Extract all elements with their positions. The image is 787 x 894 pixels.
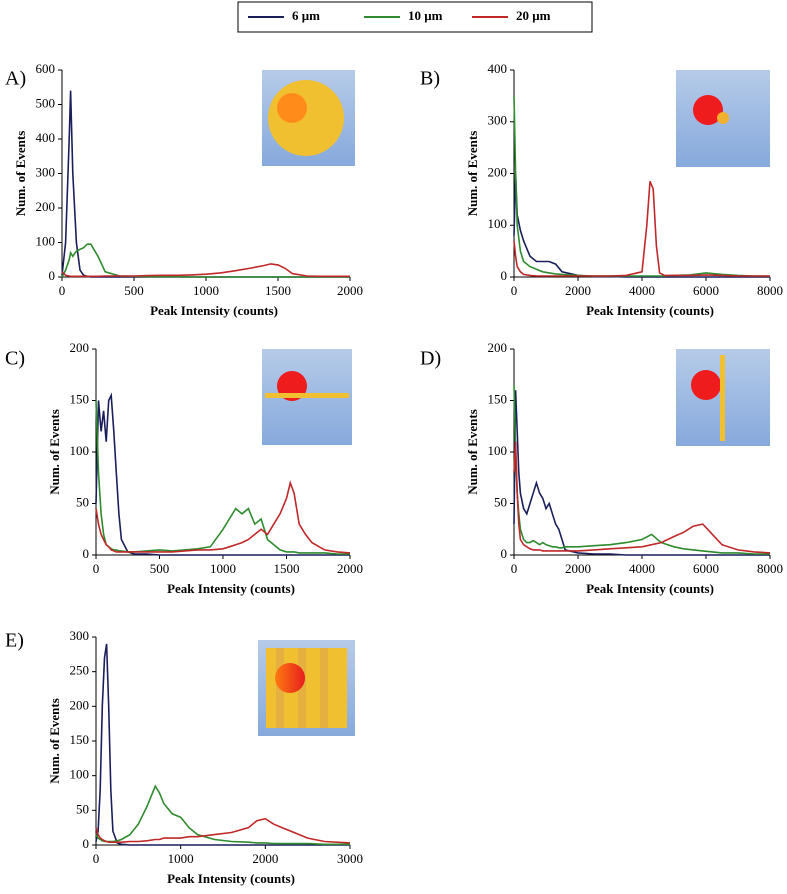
y-tick-label: 600: [36, 61, 56, 76]
y-tick-label: 300: [36, 164, 56, 179]
y-tick-label: 150: [70, 732, 90, 747]
panel-label: A): [5, 68, 26, 90]
y-tick-label: 300: [488, 113, 508, 128]
x-tick-label: 1000: [210, 561, 236, 576]
x-tick-label: 1000: [168, 851, 194, 866]
y-tick-label: 150: [488, 391, 508, 406]
y-tick-label: 400: [488, 61, 508, 76]
y-tick-label: 200: [70, 697, 90, 712]
y-tick-label: 50: [76, 494, 89, 509]
x-tick-label: 2000: [337, 283, 363, 298]
y-tick-label: 150: [70, 391, 90, 406]
x-tick-label: 8000: [757, 283, 783, 298]
series-line: [61, 243, 350, 278]
inset-c: [262, 349, 352, 445]
y-tick-label: 250: [70, 663, 90, 678]
x-tick-label: 1500: [274, 561, 300, 576]
y-tick-label: 200: [488, 164, 508, 179]
x-axis-title: Peak Intensity (counts): [167, 871, 295, 886]
series-line: [61, 263, 350, 278]
series-line: [95, 784, 350, 846]
inset-e: [258, 640, 355, 736]
y-tick-label: 300: [70, 628, 90, 643]
y-tick-label: 50: [76, 801, 89, 816]
series-line: [95, 817, 351, 844]
series-line: [513, 173, 770, 278]
inset-b: [676, 70, 770, 167]
legend-label: 20 μm: [516, 8, 551, 23]
x-tick-label: 2000: [565, 283, 591, 298]
x-tick-label: 2000: [252, 851, 278, 866]
legend-label: 10 μm: [408, 8, 443, 23]
x-tick-label: 2000: [565, 561, 591, 576]
x-axis-title: Peak Intensity (counts): [586, 303, 714, 318]
series-line: [95, 643, 350, 846]
inset-d: [676, 349, 770, 446]
x-tick-label: 4000: [629, 561, 655, 576]
x-axis-title: Peak Intensity (counts): [167, 581, 295, 596]
legend: 6 μm 10 μm 20 μm: [248, 8, 551, 23]
x-tick-label: 500: [150, 561, 170, 576]
legend-label: 6 μm: [292, 8, 320, 23]
panel-label: C): [5, 348, 25, 370]
x-axis-title: Peak Intensity (counts): [150, 303, 278, 318]
x-axis-title: Peak Intensity (counts): [586, 581, 714, 596]
inset-a: [262, 70, 355, 166]
x-tick-label: 6000: [693, 561, 719, 576]
x-tick-label: 500: [124, 283, 144, 298]
series-line: [95, 392, 350, 556]
series-line: [513, 441, 771, 554]
series-line: [95, 480, 351, 554]
y-tick-label: 200: [36, 199, 56, 214]
x-tick-label: 0: [93, 851, 100, 866]
y-axis-title: Num. of Events: [13, 131, 28, 217]
x-tick-label: 0: [59, 283, 66, 298]
y-tick-label: 100: [36, 233, 56, 248]
series-line: [513, 390, 770, 556]
panel-label: B): [420, 68, 440, 90]
x-tick-label: 1500: [265, 283, 291, 298]
y-axis-title: Num. of Events: [465, 409, 480, 495]
y-axis-title: Num. of Events: [47, 698, 62, 784]
y-tick-label: 500: [36, 95, 56, 110]
y-tick-label: 0: [83, 546, 90, 561]
y-tick-label: 200: [70, 340, 90, 355]
x-tick-label: 6000: [693, 283, 719, 298]
x-tick-label: 0: [511, 283, 518, 298]
x-tick-label: 8000: [757, 561, 783, 576]
y-tick-label: 100: [70, 443, 90, 458]
y-tick-label: 400: [36, 130, 56, 145]
y-tick-label: 0: [49, 268, 56, 283]
y-axis-title: Num. of Events: [465, 131, 480, 217]
panel-label: D): [420, 348, 441, 370]
y-tick-label: 50: [494, 494, 507, 509]
y-tick-label: 100: [488, 216, 508, 231]
y-tick-label: 0: [501, 546, 508, 561]
legend-box: [237, 1, 593, 33]
series-line: [95, 400, 350, 555]
y-tick-label: 200: [488, 340, 508, 355]
series-line: [513, 180, 770, 277]
series-line: [513, 385, 770, 555]
x-tick-label: 3000: [337, 851, 363, 866]
y-axis-title: Num. of Events: [47, 409, 62, 495]
y-tick-label: 0: [501, 268, 508, 283]
y-tick-label: 100: [488, 443, 508, 458]
y-tick-label: 0: [83, 836, 90, 851]
x-tick-label: 0: [511, 561, 518, 576]
panel-label: E): [5, 630, 24, 652]
y-tick-label: 100: [70, 767, 90, 782]
x-tick-label: 4000: [629, 283, 655, 298]
x-tick-label: 2000: [337, 561, 363, 576]
x-tick-label: 1000: [193, 283, 219, 298]
x-tick-label: 0: [93, 561, 100, 576]
